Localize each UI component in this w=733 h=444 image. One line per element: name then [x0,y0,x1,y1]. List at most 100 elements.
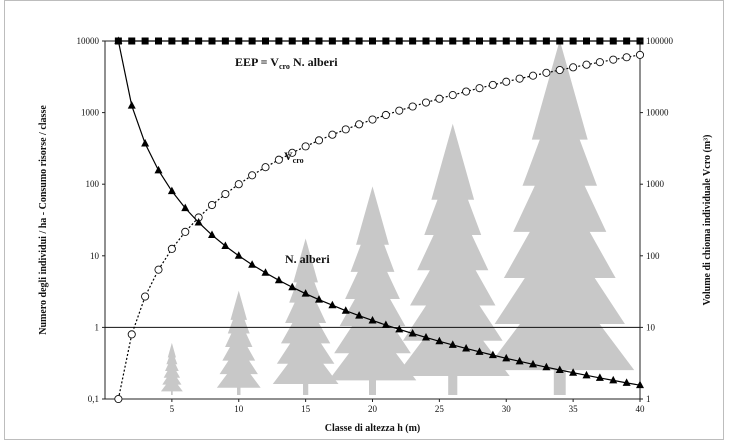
tree-trunk [368,369,377,395]
tree-crown [485,40,635,371]
data-point-circle [127,330,136,339]
data-point-square [422,37,430,45]
data-point-triangle [609,375,618,384]
tree-crown [160,342,183,392]
data-point-triangle [422,332,430,341]
data-point-triangle [221,241,230,250]
series-eep [114,37,644,45]
data-point-triangle [448,340,457,348]
data-point-circle [609,55,618,64]
y-right-tick-label: 1000 [646,179,665,189]
data-point-triangle [274,275,283,284]
data-point-triangle [555,365,564,374]
tree-trunk [553,352,566,395]
data-point-square [195,37,203,45]
data-point-square [342,37,350,45]
data-point-triangle [488,350,497,359]
data-point-circle [141,292,150,301]
data-point-triangle [408,328,417,337]
data-point-triangle [515,356,524,365]
y-axis-right-title: Volume di chioma individuale Vcro (m³) [702,135,713,306]
data-point-square [435,37,443,45]
tree-6 [485,40,635,395]
data-point-square [208,37,216,45]
data-point-circle [355,120,364,129]
x-tick-label: 15 [301,404,311,414]
data-point-square [476,37,483,45]
series-line [117,40,641,386]
data-point-circle [502,77,511,86]
y-right-tick-label: 1 [646,394,651,404]
tree-2 [216,290,261,395]
data-point-square [489,37,497,45]
data-point-triangle [248,260,257,268]
x-tick-label: 30 [502,404,512,414]
data-point-circle [582,60,591,69]
data-point-square [502,37,510,45]
series-n-alberi [114,36,644,389]
tree-4 [328,186,417,395]
data-point-circle [181,227,190,236]
data-point-circle [301,142,310,151]
data-point-circle [542,68,551,77]
tree-crown [395,123,510,377]
tree-crown [216,290,261,388]
y-left-tick-label: 10000 [77,36,100,46]
data-point-triangle [622,378,631,386]
data-point-circle [395,106,404,115]
data-point-circle [408,102,417,111]
data-point-triangle [475,347,484,355]
data-point-circle [595,58,604,67]
tree-trunk [170,388,173,395]
data-point-square [288,37,296,45]
data-point-triangle [542,362,551,371]
data-point-square [168,37,176,45]
data-point-circle [274,155,283,164]
data-point-triangle [395,324,404,333]
data-point-triangle [636,380,644,389]
data-point-triangle [301,289,310,297]
data-point-circle [207,200,217,210]
data-point-circle [341,125,350,134]
tree-1 [160,342,183,395]
data-point-circle [488,80,497,89]
data-point-square [302,37,310,45]
y-left-tick-label: 0,1 [88,394,99,404]
data-point-circle [635,50,645,59]
data-point-square [382,37,390,45]
y-left-tick-label: 10 [90,251,100,261]
data-point-circle [328,130,337,139]
data-point-triangle [261,268,270,276]
y-right-tick-label: 100000 [646,36,674,46]
data-point-square [315,37,323,45]
data-point-circle [515,74,524,83]
data-point-triangle [141,139,150,147]
x-tick-label: 20 [368,404,378,414]
series-layer [114,36,645,404]
data-point-square [449,37,457,45]
data-point-square [128,37,136,45]
y-left-tick-label: 100 [86,179,100,189]
background-trees [160,40,635,395]
data-point-triangle [167,186,176,195]
y-axis-left-title: Numero degli individui / ha - Consumo ri… [38,105,49,335]
data-point-circle [368,115,377,124]
x-tick-label: 5 [170,404,175,414]
series-vcro [114,50,645,404]
data-point-square [275,37,283,45]
data-point-square [369,37,376,45]
data-point-circle [234,180,243,189]
data-point-circle [448,91,457,100]
x-axis-title: Classe di altezza h (m) [325,423,421,434]
data-point-square [516,37,524,45]
data-point-triangle [288,282,297,291]
data-point-triangle [435,336,444,345]
data-point-circle [421,98,431,107]
data-point-triangle [529,359,537,368]
x-tick-label: 40 [636,404,646,414]
data-point-triangle [582,370,591,379]
data-point-circle [381,110,390,120]
tree-3 [272,238,339,395]
data-point-circle [167,244,176,253]
